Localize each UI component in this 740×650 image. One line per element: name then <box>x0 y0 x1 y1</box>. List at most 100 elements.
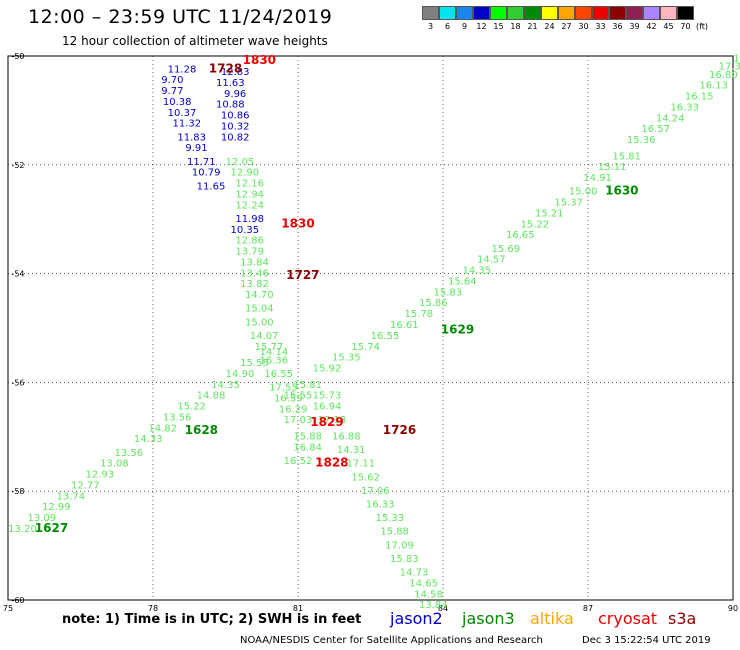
page-title: 12:00 – 23:59 UTC 11/24/2019 <box>28 6 333 28</box>
legend-label: 39 <box>629 22 640 31</box>
legend-label: 3 <box>427 22 434 31</box>
jason3-n-s-value: 16.52 <box>284 456 313 467</box>
jason3-sw-ne-value: 16.55 <box>371 331 400 342</box>
legend-label: 12 <box>476 22 487 31</box>
jason3-sw-ne-value: 14.14 <box>260 347 289 358</box>
jason3-sw-ne-value: 16.13 <box>699 81 728 92</box>
jason3-n-s-value: 13.46 <box>240 268 269 279</box>
jason3-n-s-value: 17.13 <box>318 415 347 426</box>
pass-time-label: 1726 <box>383 423 416 437</box>
legend-swatch <box>643 6 660 20</box>
legend-labels: 3 6 9 12 15 18 21 24 27 30 33 36 39 42 45 70 (ft) <box>422 22 708 31</box>
pass-time-label: 1728 <box>209 61 242 75</box>
legend-label: 42 <box>646 22 657 31</box>
legend-swatches <box>422 6 708 20</box>
y-tick-label: -56 <box>11 378 24 387</box>
jason3-n-s-value: 17.11 <box>347 459 376 470</box>
jason3-sw-ne-value: 15.55 <box>240 358 269 369</box>
color-legend: 3 6 9 12 15 18 21 24 27 30 33 36 39 42 45 70 (ft) <box>422 6 708 31</box>
jason2-value: 12.83 <box>221 67 250 78</box>
legend-label: 24 <box>544 22 555 31</box>
footnote: note: 1) Time is in UTC; 2) SWH is in fe… <box>62 612 362 627</box>
jason3-sw-ne-value: 15.83 <box>434 287 463 298</box>
jason3-sw-ne-value: 14.35 <box>211 380 240 391</box>
jason3-sw-ne-value: 13.56 <box>163 412 192 423</box>
jason2-value: 9.70 <box>161 75 183 86</box>
legend-swatch <box>541 6 558 20</box>
jason3-n-s-value: 17.55 <box>269 383 298 394</box>
jason3-n-s-value: 16.29 <box>279 404 308 415</box>
jason3-n-s-value: 15.83 <box>390 554 419 565</box>
jason3-sw-ne-value: 14.35 <box>463 266 492 277</box>
jason3-n-s-value: 16.36 <box>260 355 289 366</box>
pass-time-label: 1829 <box>310 415 343 429</box>
x-tick-label: 90 <box>728 604 738 613</box>
jason3-n-s-value: 15.73 <box>313 391 342 402</box>
legend-unit: (ft) <box>696 22 709 31</box>
jason3-sw-ne-value: 14.33 <box>134 434 163 445</box>
jason3-sw-ne-value: 15.00 <box>569 187 598 198</box>
legend-swatch <box>456 6 473 20</box>
jason3-n-s-value: 13.84 <box>419 600 448 611</box>
satellite-name-jason3: jason3 <box>462 609 515 628</box>
jason2-value: 11.32 <box>173 119 202 130</box>
jason3-sw-ne-value: 14.24 <box>656 113 685 124</box>
credit-line: NOAA/NESDIS Center for Satellite Applica… <box>240 635 543 646</box>
satellite-name-s3a: s3a <box>668 609 697 628</box>
jason3-sw-ne-value: 13.74 <box>57 491 86 502</box>
satellite-name-cryosat: cryosat <box>598 609 658 628</box>
legend-swatch <box>626 6 643 20</box>
jason3-n-s-value: 15.88 <box>380 527 409 538</box>
page-subtitle: 12 hour collection of altimeter wave hei… <box>62 34 328 48</box>
jason2-value: 10.35 <box>231 225 260 236</box>
jason3-sw-ne-value: 16.61 <box>390 320 419 331</box>
x-tick-label: 75 <box>3 604 13 613</box>
jason3-sw-ne-value: 17.39 <box>719 62 740 73</box>
legend-swatch <box>558 6 575 20</box>
jason2-value: 11.28 <box>168 64 197 75</box>
jason3-sw-ne-value: 15.81 <box>293 380 322 391</box>
jason3-sw-ne-value: 14.57 <box>477 255 506 266</box>
legend-swatch <box>524 6 541 20</box>
jason2-value: 11.65 <box>197 181 226 192</box>
jason3-n-s-value: 17.03 <box>284 415 313 426</box>
legend-swatch <box>507 6 524 20</box>
jason3-n-s-value: 17.06 <box>361 486 390 497</box>
x-tick-label: 87 <box>583 604 593 613</box>
jason3-n-s-value: 17.09 <box>385 540 414 551</box>
jason3-sw-ne-value: 15.37 <box>554 198 583 209</box>
y-tick-label: -50 <box>11 52 24 61</box>
legend-label: 27 <box>561 22 572 31</box>
jason3-sw-ne-value: 15.81 <box>612 151 641 162</box>
legend-label: 21 <box>527 22 538 31</box>
jason3-sw-ne-value: 12.99 <box>42 502 71 513</box>
jason3-n-s-value: 12.24 <box>235 200 264 211</box>
legend-swatch <box>439 6 456 20</box>
jason3-n-s-value: 15.33 <box>376 513 405 524</box>
jason3-sw-ne-value: 15.35 <box>332 353 361 364</box>
pass-time-label: 1629 <box>441 322 474 336</box>
jason3-n-s-value: 15.88 <box>293 432 322 443</box>
jason2-value: 10.37 <box>168 108 197 119</box>
legend-swatch <box>609 6 626 20</box>
map-frame <box>7 55 734 601</box>
y-tick-label: -60 <box>11 596 24 605</box>
jason3-n-s-value: 13.84 <box>240 257 269 268</box>
jason3-sw-ne-value: 15.36 <box>627 135 656 146</box>
jason2-value: 11.63 <box>216 78 245 89</box>
timestamp: Dec 3 15:22:54 UTC 2019 <box>582 635 711 646</box>
y-tick-label: -54 <box>11 270 24 279</box>
jason3-sw-ne-value: 15.64 <box>448 276 477 287</box>
jason3-n-s-value: 12.94 <box>235 189 264 200</box>
jason2-value: 11.83 <box>177 132 206 143</box>
jason3-sw-ne-value: 14.91 <box>583 173 612 184</box>
jason3-n-s-value: 14.31 <box>337 445 366 456</box>
jason3-sw-ne-value: 12.77 <box>71 480 100 491</box>
legend-swatch <box>660 6 677 20</box>
jason3-n-s-value: 14.58 <box>414 589 443 600</box>
jason3-n-s-value: 16.84 <box>293 442 322 453</box>
jason2-value: 10.86 <box>221 111 250 122</box>
jason3-n-s-value: 13.79 <box>235 247 264 258</box>
satellite-name-altika: altika <box>530 609 574 628</box>
jason3-sw-ne-value: 13.20 <box>8 524 37 535</box>
